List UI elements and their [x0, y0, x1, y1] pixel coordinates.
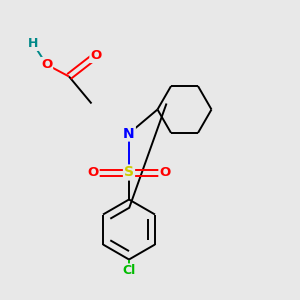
Text: O: O	[90, 49, 102, 62]
Text: Cl: Cl	[122, 264, 136, 278]
Text: N: N	[123, 127, 135, 140]
Text: O: O	[159, 166, 171, 179]
Text: H: H	[28, 37, 38, 50]
Text: O: O	[41, 58, 52, 71]
Text: O: O	[87, 166, 99, 179]
Text: S: S	[124, 166, 134, 179]
